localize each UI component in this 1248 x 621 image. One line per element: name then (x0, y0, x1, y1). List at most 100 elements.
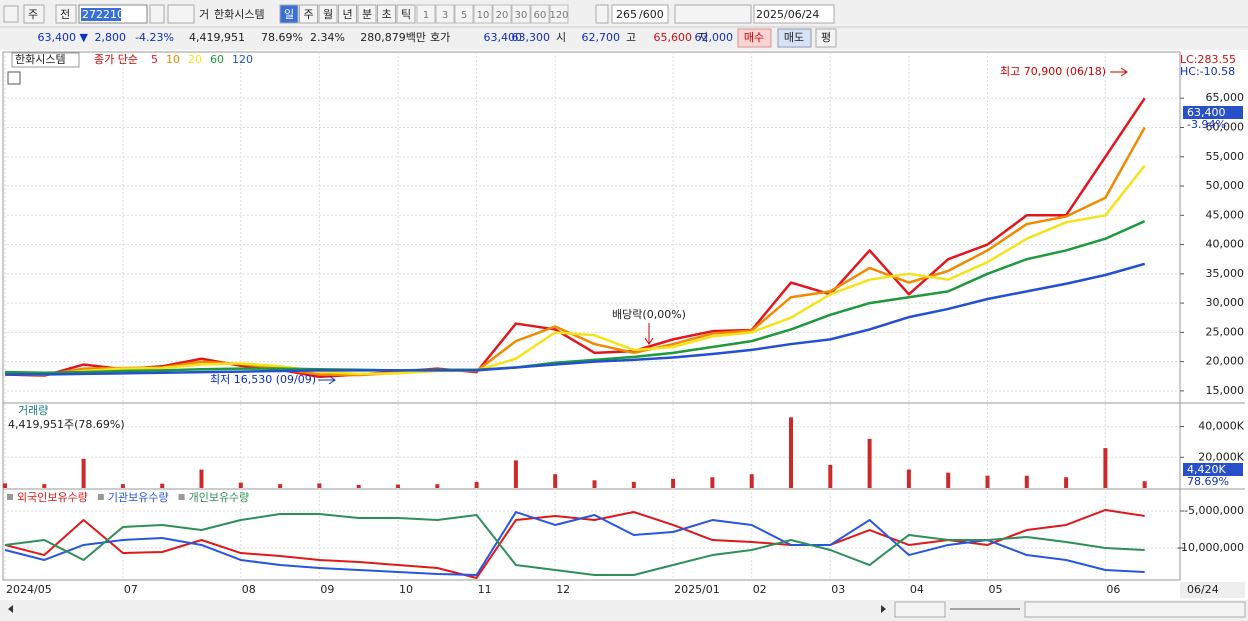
y-tick-label: 20,000 (1206, 355, 1245, 368)
interval-button[interactable] (318, 4, 338, 24)
bar (317, 483, 322, 488)
bar (42, 484, 47, 488)
interval-button[interactable] (377, 4, 396, 24)
button[interactable] (55, 4, 77, 24)
change-pct: -4.23% (135, 31, 174, 44)
legend-entry: 120 (232, 53, 253, 66)
last-price: 63,400 (1187, 106, 1226, 119)
bar (238, 482, 243, 488)
x-tick-label: 08 (242, 583, 256, 596)
bar (592, 480, 597, 488)
selection (81, 8, 121, 21)
x-tick-label: 03 (831, 583, 845, 596)
sound-button[interactable] (167, 4, 195, 24)
minute-button[interactable] (549, 4, 569, 24)
last-pct: -3.94% (1187, 118, 1226, 131)
date-box[interactable] (753, 4, 835, 24)
minute: 20 (496, 10, 509, 21)
minute-button[interactable] (454, 4, 474, 24)
legend-swatch (7, 494, 13, 500)
avg-button[interactable] (815, 28, 837, 48)
arrow (644, 323, 654, 345)
count: 265 (616, 8, 637, 21)
trade: 거 (199, 8, 209, 21)
minute-button[interactable] (435, 4, 455, 24)
arrow (318, 375, 336, 385)
stock-name: 한화시스템 (214, 8, 265, 21)
interval-button[interactable] (396, 4, 416, 24)
minute-button[interactable] (473, 4, 493, 24)
minute-button[interactable] (530, 4, 550, 24)
volume-pct: 78.69% (261, 31, 303, 44)
dividend-annotation: 배당락(0,00%) (612, 308, 686, 321)
volume-subtitle: 4,419,951주(78.69%) (8, 418, 125, 431)
x-tick-label: 07 (124, 583, 138, 596)
bar (553, 474, 558, 488)
minute-button[interactable] (492, 4, 512, 24)
bar (513, 460, 518, 488)
arrow (1110, 67, 1128, 77)
x-tick-label: 2024/05 (6, 583, 52, 596)
bar (749, 474, 754, 488)
button[interactable] (3, 5, 19, 23)
lc: LC:283.55 (1180, 53, 1236, 66)
legend-entry: 20 (188, 53, 202, 66)
interval-button[interactable] (279, 4, 299, 24)
bar (396, 484, 400, 488)
minute: 3 (442, 10, 448, 21)
button[interactable] (23, 4, 45, 24)
buy-button[interactable] (737, 28, 772, 48)
bar (1142, 481, 1147, 488)
ask: 63,400 (484, 31, 523, 44)
last-volume-pct: 78.69% (1187, 475, 1229, 488)
bar (985, 475, 990, 488)
search-button[interactable] (149, 4, 165, 24)
y-tick-label: 15,000 (1206, 384, 1245, 397)
interval-button[interactable] (299, 4, 318, 24)
legend-entry: 60 (210, 53, 224, 66)
y-tick-label: -10,000,000 (1177, 541, 1244, 554)
period: 주 (28, 8, 38, 21)
low: 62,000 (695, 31, 734, 44)
table-icon[interactable] (7, 71, 21, 85)
chart-title: 한화시스템 (15, 53, 66, 66)
minute: 60 (534, 10, 547, 21)
bar (906, 469, 911, 488)
series-line (4, 164, 1146, 376)
price: 63,400 ▼ (38, 31, 89, 44)
minute-button[interactable] (511, 4, 531, 24)
minute-button[interactable] (416, 4, 436, 24)
tool-buttons[interactable] (1024, 601, 1246, 618)
y-tick-label: 65,000 (1206, 91, 1245, 104)
interval: 초 (381, 8, 391, 21)
series-line (4, 126, 1146, 377)
series-line (5, 262, 1146, 376)
interval-button[interactable] (357, 4, 377, 24)
bar (356, 484, 361, 488)
y-tick-label: 20,000K (1198, 450, 1244, 463)
tool-buttons[interactable] (674, 4, 752, 24)
dropdown[interactable] (595, 4, 609, 24)
last-box (1183, 463, 1243, 476)
count-max: /600 (639, 8, 664, 21)
sell: 매도 (784, 31, 804, 44)
open: 62,700 (582, 31, 621, 44)
y-tick-label: 35,000 (1206, 267, 1245, 280)
x-tick-label: 10 (399, 583, 413, 596)
low-annotation: 최저 16,530 (09/09) (210, 373, 316, 386)
prev: 전 (60, 8, 70, 21)
last-date: 06/24 (1187, 583, 1219, 596)
amount: 280,879백만 (360, 31, 426, 44)
bar (710, 477, 715, 488)
playback-buttons[interactable] (894, 601, 946, 618)
count-box[interactable] (611, 4, 669, 24)
interval-button[interactable] (338, 4, 357, 24)
avg: 평 (821, 31, 831, 44)
sell-button[interactable] (777, 28, 812, 48)
x-tick-label: 12 (556, 583, 570, 596)
series-line (4, 511, 1145, 577)
series-line (4, 513, 1145, 577)
bar (789, 417, 793, 488)
x-tick-label: 11 (478, 583, 492, 596)
